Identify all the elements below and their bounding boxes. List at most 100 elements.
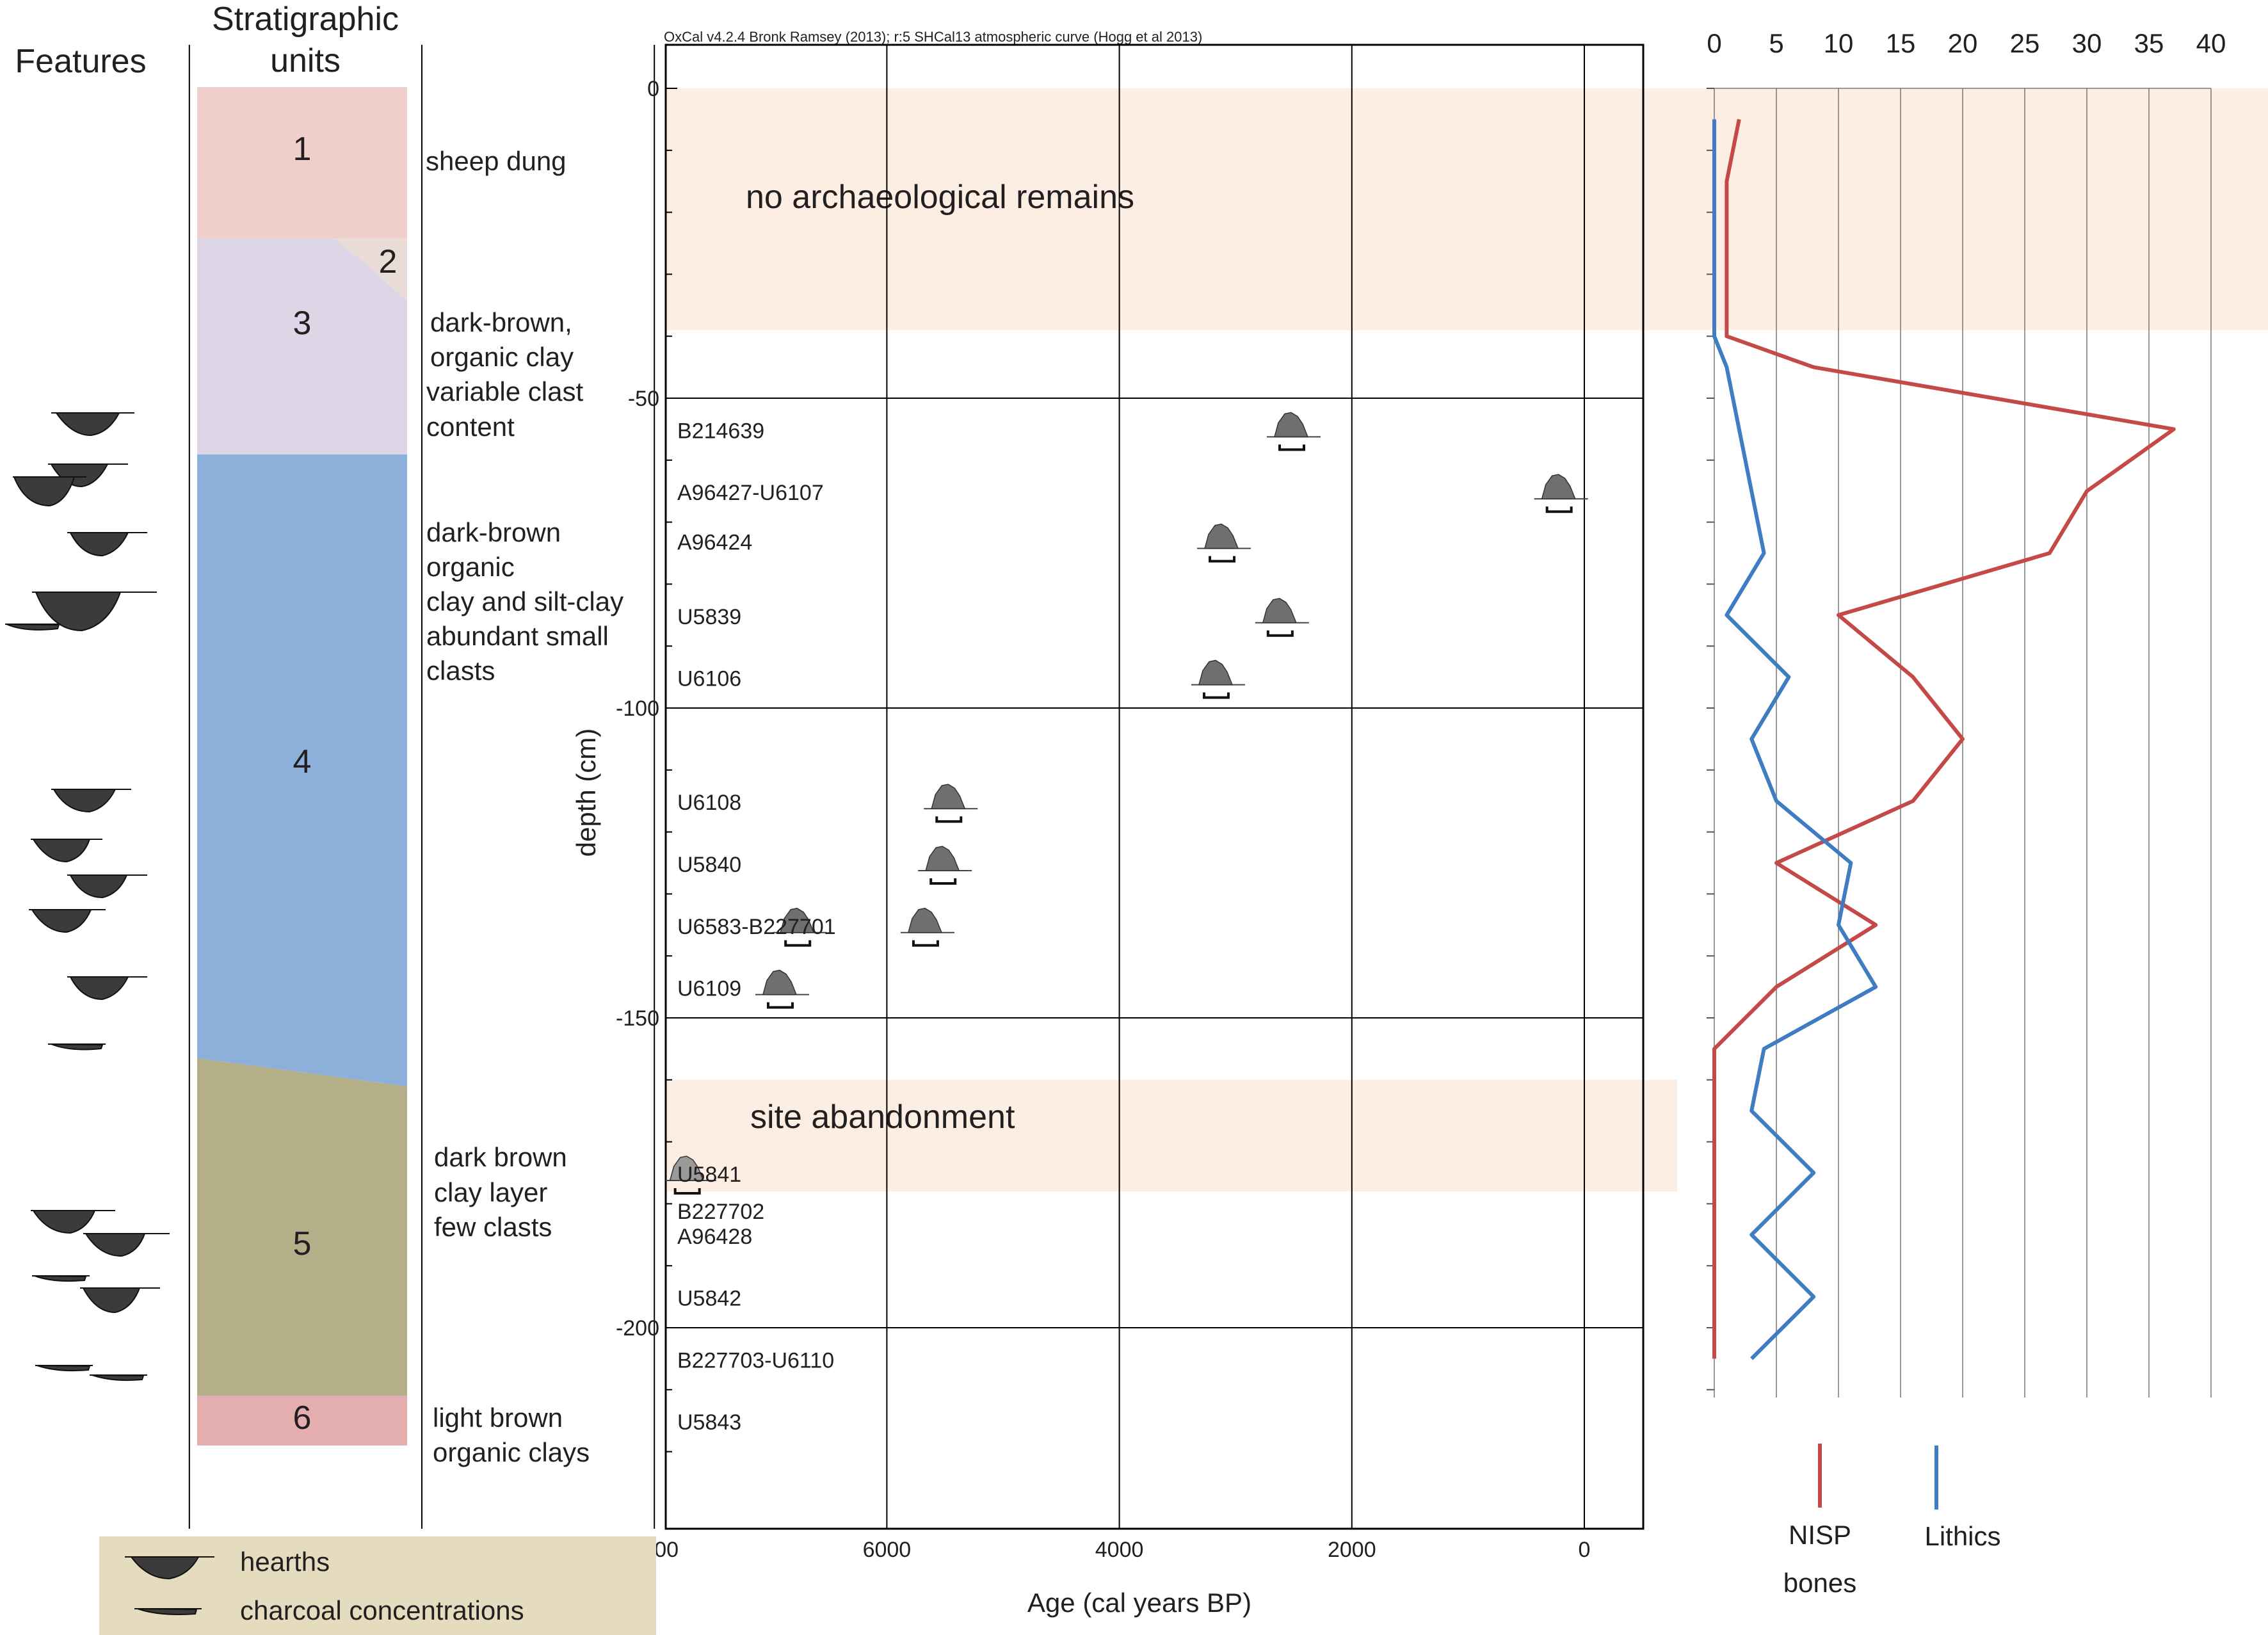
unit-descriptions: sheep dung dark-brown, organic clay vari…	[426, 146, 623, 1467]
desc-unit-5-line-2: clay layer	[434, 1177, 547, 1207]
shaded-band	[666, 1079, 1677, 1192]
legend-nisp-line1: NISP	[1789, 1520, 1851, 1550]
sample-label: U6583-B227701	[677, 915, 836, 939]
sample-label: A96428	[677, 1225, 752, 1249]
age-tick-label-y: -150	[616, 1006, 659, 1031]
hearth-icon	[80, 1287, 160, 1314]
hearth-icon	[51, 412, 134, 437]
desc-unit-5-line-1: dark brown	[434, 1142, 567, 1172]
calibrated-date-distribution	[1267, 412, 1321, 451]
hearth-icon	[51, 789, 131, 813]
age-chart-samples	[418, 412, 1588, 1379]
unit-label-4: 4	[293, 743, 312, 780]
features-header: Features	[15, 43, 146, 80]
age-tick-label-x: 4000	[1095, 1538, 1144, 1562]
strat-header-line1: Stratigraphic	[212, 1, 399, 38]
sample-label: U5840	[677, 853, 741, 877]
sample-label: U6109	[677, 977, 741, 1001]
unit-label-2: 2	[379, 243, 398, 280]
desc-unit-4-line-1: dark-brown	[426, 517, 561, 547]
age-depth-chart: 140001200010000800060004000200000-50-100…	[159, 44, 1645, 1618]
desc-unit-4-line-3: clay and silt-clay	[426, 586, 623, 616]
nisp-bones-series-line	[1712, 118, 2176, 1359]
hearth-icon	[13, 476, 86, 507]
band-label-abandonment: site abandonment	[750, 1099, 1015, 1136]
sample-label: A96427-U6107	[677, 481, 824, 505]
age-tick-label-x: 6000	[863, 1538, 912, 1562]
calibrated-date-distribution	[755, 969, 809, 1009]
age-tick-label-y: -50	[628, 387, 659, 411]
count-tick-label: 10	[1824, 28, 1854, 58]
age-tick-label-x: 0	[1579, 1538, 1591, 1562]
count-tick-label: 40	[2196, 28, 2226, 58]
desc-unit-4-line-4: abundant small	[426, 621, 609, 651]
sample-label: B227702	[677, 1200, 764, 1224]
calibrated-date-distribution	[773, 908, 827, 947]
hearth-icon	[67, 874, 147, 899]
unit-label-6: 6	[293, 1399, 312, 1437]
desc-unit-3-line-2: organic clay	[430, 342, 574, 372]
sample-label: U5843	[677, 1410, 741, 1435]
count-tick-label: 0	[1707, 28, 1721, 58]
strat-header-line2: units	[270, 42, 341, 79]
features-column	[5, 412, 170, 1381]
age-chart-grid	[188, 45, 1643, 1529]
hearth-icon	[32, 592, 157, 632]
desc-unit-3-line-4: content	[426, 412, 515, 442]
band-label-no-remains: no archaeological remains	[746, 179, 1134, 216]
finds-count-chart: 0 5 10 15 20 25 30 35 40 NISP bones Lithics	[1707, 28, 2226, 1598]
legend-charcoal-icon	[134, 1608, 202, 1615]
shaded-bands	[666, 88, 2268, 1192]
sample-label: B214639	[677, 419, 764, 443]
hearth-icon	[31, 839, 102, 863]
unit-3-block	[197, 238, 407, 455]
sample-label: U6106	[677, 667, 741, 691]
legend-lithics-line1: Lithics	[1924, 1521, 2000, 1551]
stratigraphic-column: 1 2 3 4 5 6	[197, 87, 407, 1446]
calibrated-date-distribution	[924, 784, 978, 823]
calibrated-date-distribution	[418, 1342, 472, 1379]
sample-label: U5839	[677, 605, 741, 629]
unit-label-3: 3	[293, 305, 312, 342]
unit-5-block	[197, 1058, 407, 1396]
count-chart-series	[1712, 118, 2176, 1360]
charcoal-icon	[48, 1043, 106, 1051]
age-chart-frame	[664, 44, 1645, 1530]
desc-unit-1-line-1: sheep dung	[426, 146, 567, 176]
sample-label: B227703-U6110	[677, 1348, 834, 1373]
unit-2-block	[333, 238, 407, 301]
calibrated-date-distribution	[666, 1156, 716, 1195]
desc-unit-6-line-2: organic clays	[433, 1437, 590, 1467]
desc-unit-5-line-3: few clasts	[434, 1212, 552, 1242]
sample-label: A96424	[677, 531, 752, 555]
legend-hearths-label: hearths	[240, 1547, 330, 1577]
desc-unit-3-line-1: dark-brown,	[430, 307, 572, 337]
charcoal-icon	[32, 1275, 90, 1282]
sample-label: U6108	[677, 791, 741, 815]
calibrated-date-distribution	[1197, 523, 1251, 563]
count-tick-label: 5	[1769, 28, 1783, 58]
calibrated-date-distribution	[1191, 659, 1245, 699]
charcoal-icon	[90, 1374, 147, 1381]
age-tick-label-y: 0	[647, 77, 659, 101]
age-tick-label-y: -200	[616, 1316, 659, 1341]
calibrated-date-distribution	[900, 908, 954, 947]
hearth-icon	[67, 976, 147, 1001]
hearth-icon	[29, 909, 106, 933]
calibrated-date-distribution	[1255, 598, 1309, 637]
count-chart-grid: 0 5 10 15 20 25 30 35 40	[1707, 28, 2226, 1397]
lithics-series-line	[1712, 119, 1878, 1360]
hearth-icon	[67, 532, 147, 557]
age-tick-label-y: -100	[616, 697, 659, 721]
hearth-icon	[31, 1210, 115, 1234]
count-tick-label: 35	[2134, 28, 2164, 58]
calibrated-date-distribution	[1534, 474, 1588, 513]
unit-label-1: 1	[293, 131, 312, 168]
oxcal-note: OxCal v4.2.4 Bronk Ramsey (2013); r:5 SH…	[664, 29, 1202, 45]
shaded-band	[666, 88, 2268, 330]
sample-label: U5841	[677, 1163, 741, 1187]
calibrated-date-distribution	[563, 1218, 617, 1255]
unit-4-block	[197, 455, 407, 1086]
legend-box	[99, 1536, 656, 1635]
age-chart-xlabel: Age (cal years BP)	[1027, 1588, 1251, 1618]
